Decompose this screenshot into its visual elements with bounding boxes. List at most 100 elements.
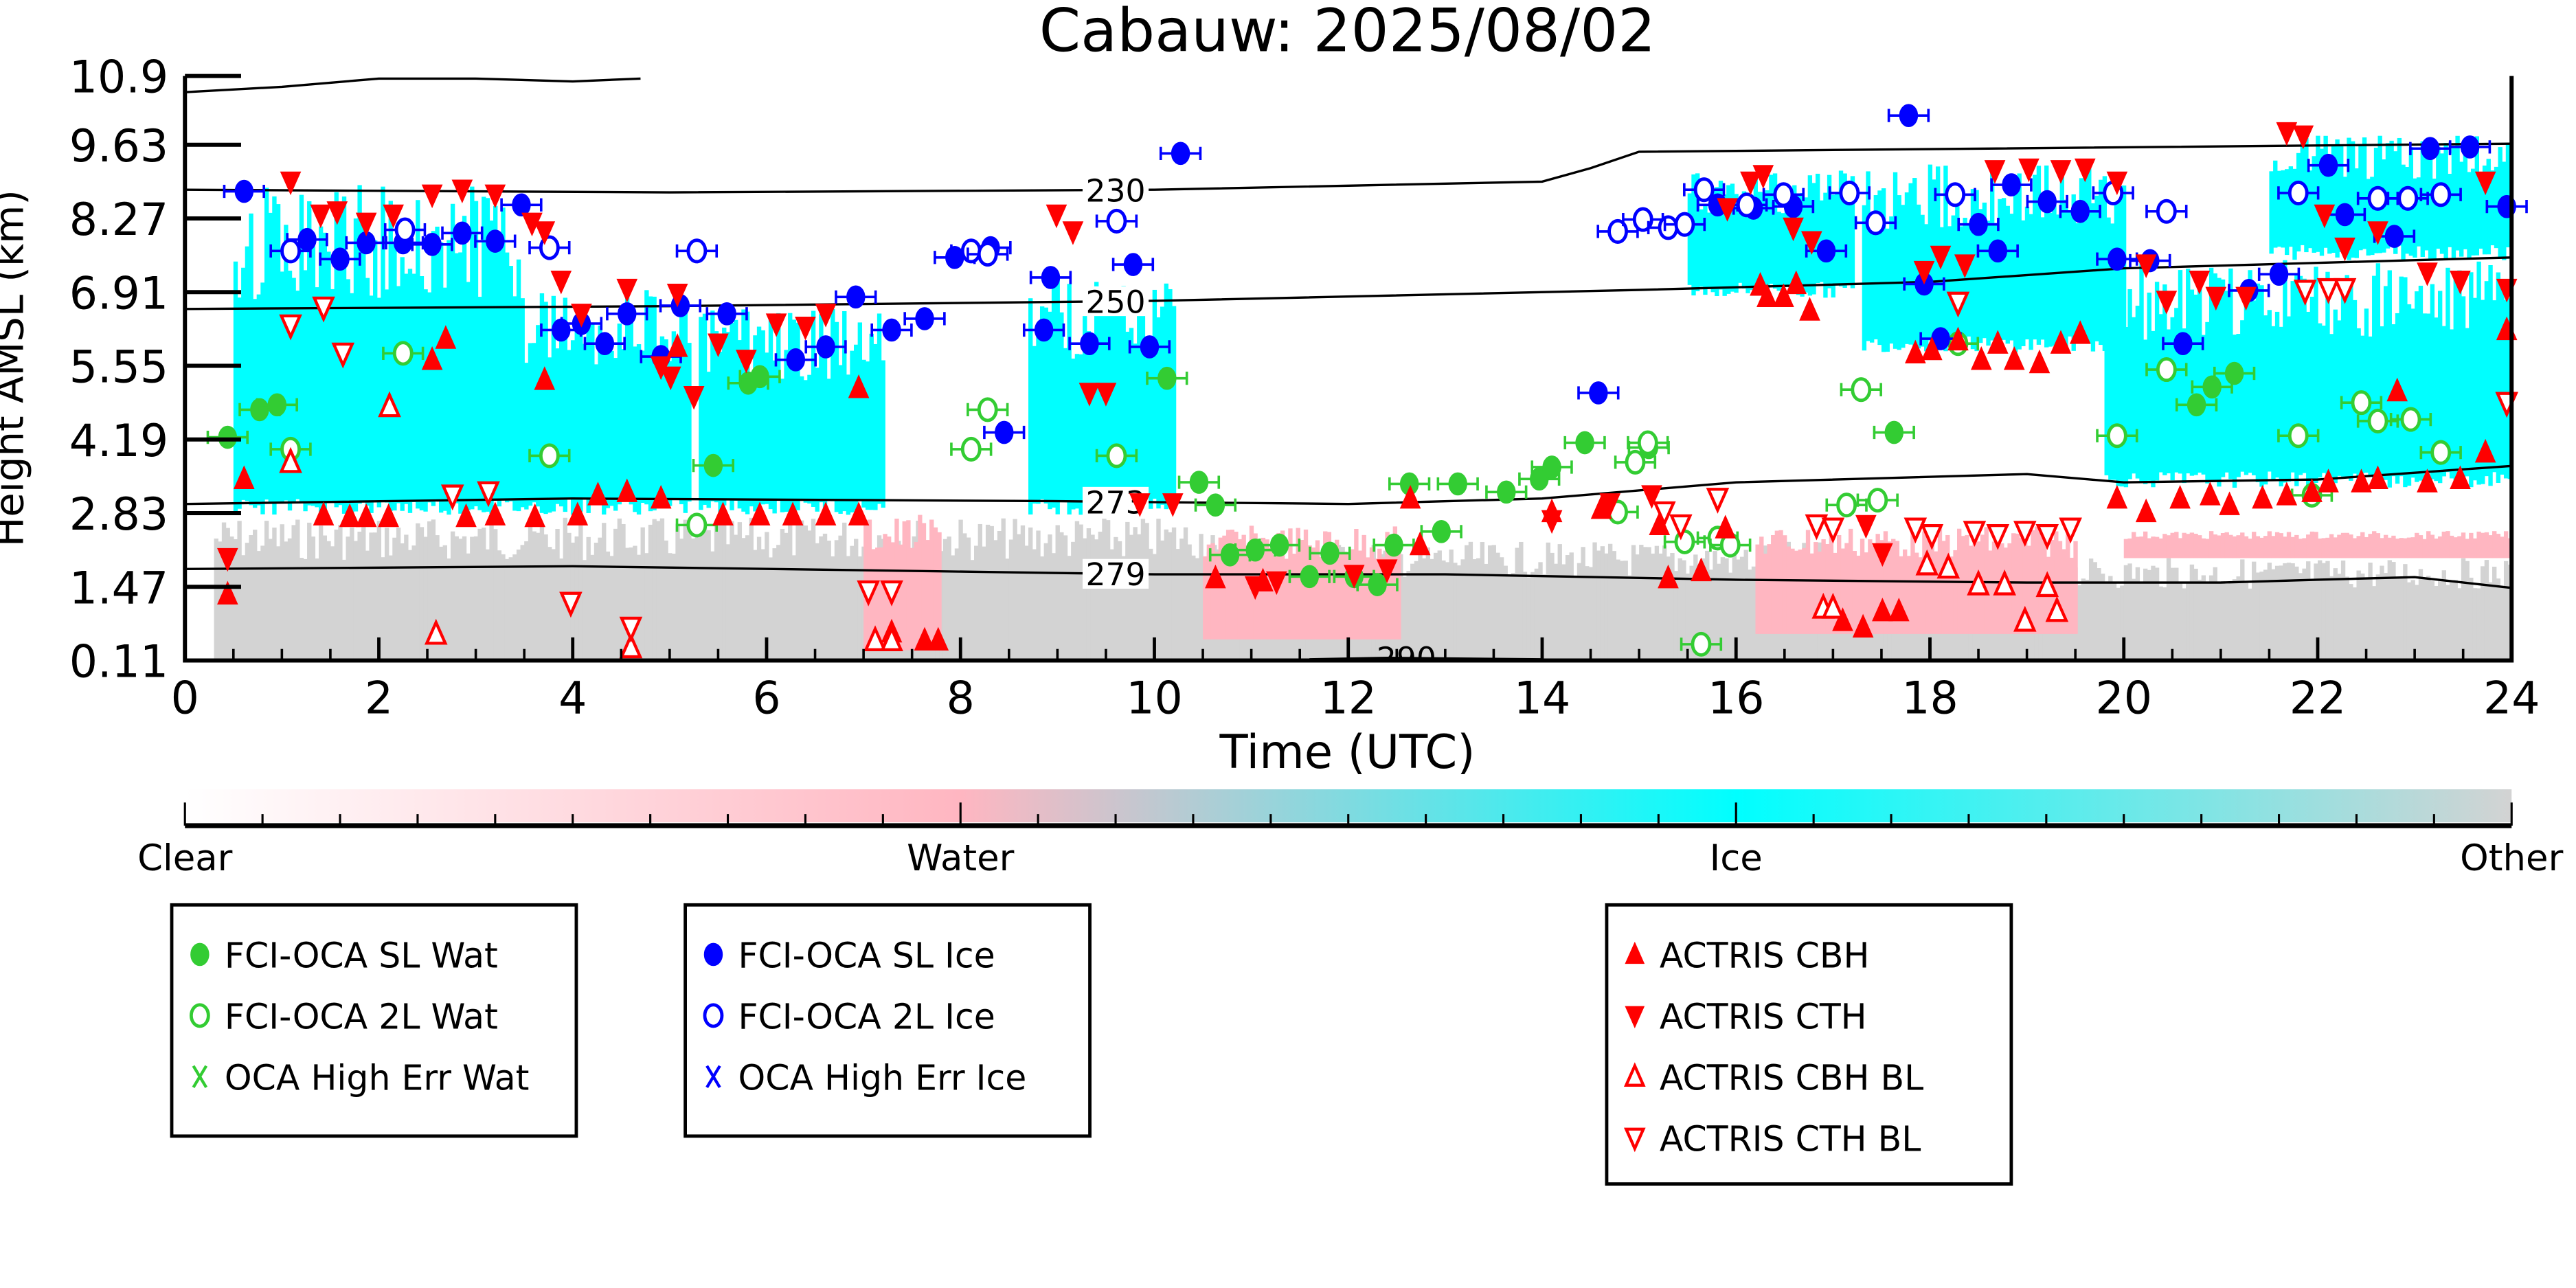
- phase-column: [2349, 280, 2353, 481]
- phase-column: [1722, 194, 1727, 296]
- phase-column: [1647, 547, 1651, 661]
- phase-column: [679, 539, 684, 661]
- data-point: [1773, 182, 1794, 207]
- y-tick-label: 8.27: [69, 194, 168, 246]
- phase-column: [1651, 553, 1656, 661]
- phase-column: [857, 556, 863, 661]
- phase-column: [1059, 312, 1064, 502]
- phase-column: [1410, 563, 1415, 661]
- phase-column: [275, 546, 281, 661]
- data-point: [1123, 253, 1143, 276]
- phase-column: [970, 560, 975, 661]
- phase-column: [694, 520, 699, 661]
- phase-column: [1005, 558, 1010, 661]
- phase-column: [280, 271, 284, 504]
- phase-column: [1055, 278, 1060, 515]
- phase-column: [1869, 218, 1875, 343]
- phase-column: [2220, 533, 2226, 558]
- data-point: [2252, 484, 2273, 509]
- phase-column: [2232, 536, 2237, 558]
- phase-column: [2274, 311, 2280, 478]
- contour-label-bg: [1082, 174, 1149, 205]
- phase-column: [284, 541, 289, 661]
- data-point: [1839, 180, 1860, 205]
- phase-column: [2500, 285, 2505, 475]
- phase-column: [640, 350, 645, 503]
- data-point: [1206, 493, 1225, 517]
- phase-column: [268, 539, 273, 661]
- phase-column: [2178, 538, 2183, 558]
- phase-column: [307, 201, 312, 506]
- phase-column: [702, 313, 708, 505]
- phase-column: [2290, 281, 2295, 473]
- phase-column: [1705, 550, 1710, 661]
- phase-column: [1945, 534, 1950, 634]
- phase-column: [826, 541, 831, 661]
- phase-column: [2309, 531, 2315, 558]
- data-point: [1245, 538, 1265, 562]
- phase-column: [807, 374, 812, 504]
- data-point: [708, 333, 729, 357]
- phase-column: [973, 545, 979, 661]
- phase-column: [295, 519, 300, 661]
- phase-column: [2314, 267, 2318, 483]
- data-point: [250, 398, 269, 422]
- phase-column: [2201, 575, 2206, 661]
- phase-column: [2099, 179, 2103, 346]
- phase-column: [303, 270, 308, 512]
- legend-marker-icon: [192, 1065, 208, 1089]
- phase-column: [1515, 547, 1519, 661]
- data-point: [2202, 375, 2222, 399]
- phase-column: [2244, 536, 2249, 558]
- phase-column: [1392, 526, 1398, 640]
- data-point: [2421, 137, 2440, 161]
- data-point: [453, 221, 472, 245]
- data-point: [1034, 318, 1054, 342]
- phase-column: [2410, 537, 2415, 558]
- phase-column: [2281, 170, 2285, 248]
- phase-column: [1234, 532, 1239, 640]
- phase-column: [1825, 543, 1830, 634]
- phase-column: [2143, 339, 2148, 484]
- phase-column: [2470, 168, 2476, 256]
- phase-column: [2116, 306, 2121, 486]
- phase-column: [330, 289, 335, 502]
- phase-column: [1623, 561, 1628, 661]
- phase-column: [508, 557, 513, 661]
- phase-column: [536, 532, 541, 661]
- data-point: [234, 179, 254, 203]
- phase-column: [353, 218, 359, 512]
- phase-column: [1418, 543, 1423, 661]
- phase-column: [2236, 535, 2241, 558]
- phase-column: [925, 540, 930, 651]
- data-point: [1669, 514, 1693, 541]
- phase-column: [1272, 555, 1278, 640]
- x-tick-label: 14: [1514, 673, 1571, 724]
- phase-column: [1759, 536, 1764, 634]
- phase-column: [918, 515, 923, 651]
- phase-column: [1480, 542, 1485, 661]
- phase-column: [2368, 534, 2373, 558]
- phase-column: [2449, 580, 2454, 661]
- colorbar-label-water: Water: [907, 837, 1015, 879]
- phase-column: [2333, 568, 2338, 661]
- data-point: [392, 341, 414, 366]
- phase-column: [714, 331, 719, 503]
- data-point: [880, 580, 903, 607]
- phase-column: [621, 349, 626, 500]
- phase-column: [2453, 537, 2458, 558]
- phase-column: [683, 519, 688, 661]
- data-point: [422, 233, 442, 256]
- phase-column: [1149, 548, 1153, 661]
- phase-column: [466, 282, 471, 510]
- phase-column: [396, 286, 401, 504]
- phase-column: [2340, 560, 2346, 661]
- phase-column: [2465, 561, 2470, 661]
- phase-column: [381, 557, 385, 661]
- phase-column: [898, 544, 903, 651]
- data-point: [2002, 173, 2021, 196]
- phase-column: [2496, 578, 2501, 661]
- phase-column: [2430, 534, 2435, 558]
- phase-column: [2496, 272, 2501, 483]
- data-point: [2029, 349, 2050, 374]
